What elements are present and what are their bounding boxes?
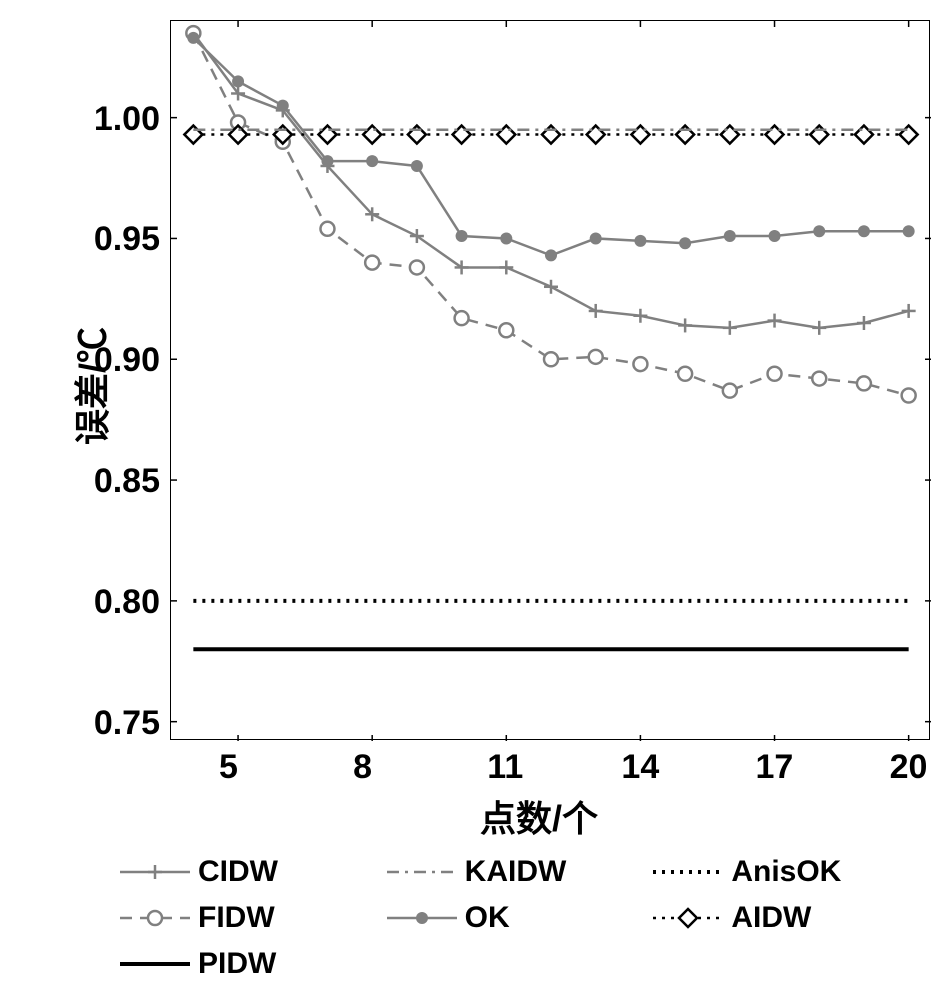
- legend-swatch: [120, 862, 190, 882]
- legend-swatch: [653, 862, 723, 882]
- legend-label: FIDW: [198, 901, 275, 935]
- legend-label: PIDW: [198, 947, 276, 981]
- legend-swatch: [387, 908, 457, 928]
- y-tick-label: 0.75: [94, 704, 160, 743]
- x-tick-label: 8: [353, 748, 372, 787]
- legend-swatch: [120, 954, 190, 974]
- legend-item-KAIDW: KAIDW: [387, 855, 634, 889]
- x-tick-label: 11: [487, 748, 523, 787]
- plot-area: [170, 20, 930, 740]
- legend-label: CIDW: [198, 855, 278, 889]
- x-tick-label: 20: [890, 748, 928, 787]
- y-axis-label: 误差/℃: [64, 316, 116, 456]
- legend-swatch: [120, 908, 190, 928]
- legend-swatch: [653, 908, 723, 928]
- y-tick-label: 0.85: [94, 462, 160, 501]
- series-AIDW: [184, 126, 917, 144]
- legend-item-AnisOK: AnisOK: [653, 855, 900, 889]
- x-tick-label: 17: [756, 748, 794, 787]
- legend-label: AnisOK: [731, 855, 841, 889]
- legend-label: OK: [465, 901, 510, 935]
- legend: CIDW KAIDW AnisOK FIDW OK AIDW PIDW: [120, 855, 900, 981]
- legend-swatch: [387, 862, 457, 882]
- legend-item-FIDW: FIDW: [120, 901, 367, 935]
- legend-item-OK: OK: [387, 901, 634, 935]
- series-OK: [187, 32, 914, 261]
- x-tick-label: 5: [219, 748, 238, 787]
- x-tick-label: 14: [621, 748, 659, 787]
- legend-item-AIDW: AIDW: [653, 901, 900, 935]
- legend-item-PIDW: PIDW: [120, 947, 367, 981]
- y-tick-label: 0.80: [94, 583, 160, 622]
- series-CIDW: [186, 26, 915, 335]
- y-tick-label: 1.00: [94, 100, 160, 139]
- legend-item-CIDW: CIDW: [120, 855, 367, 889]
- legend-label: AIDW: [731, 901, 811, 935]
- plot-svg: [171, 21, 931, 741]
- legend-label: KAIDW: [465, 855, 567, 889]
- x-axis-label: 点数/个: [480, 790, 598, 842]
- y-tick-label: 0.95: [94, 220, 160, 259]
- chart-container: 0.750.800.850.900.951.00 5811141720 误差/℃…: [0, 0, 948, 1000]
- series-FIDW: [186, 26, 915, 402]
